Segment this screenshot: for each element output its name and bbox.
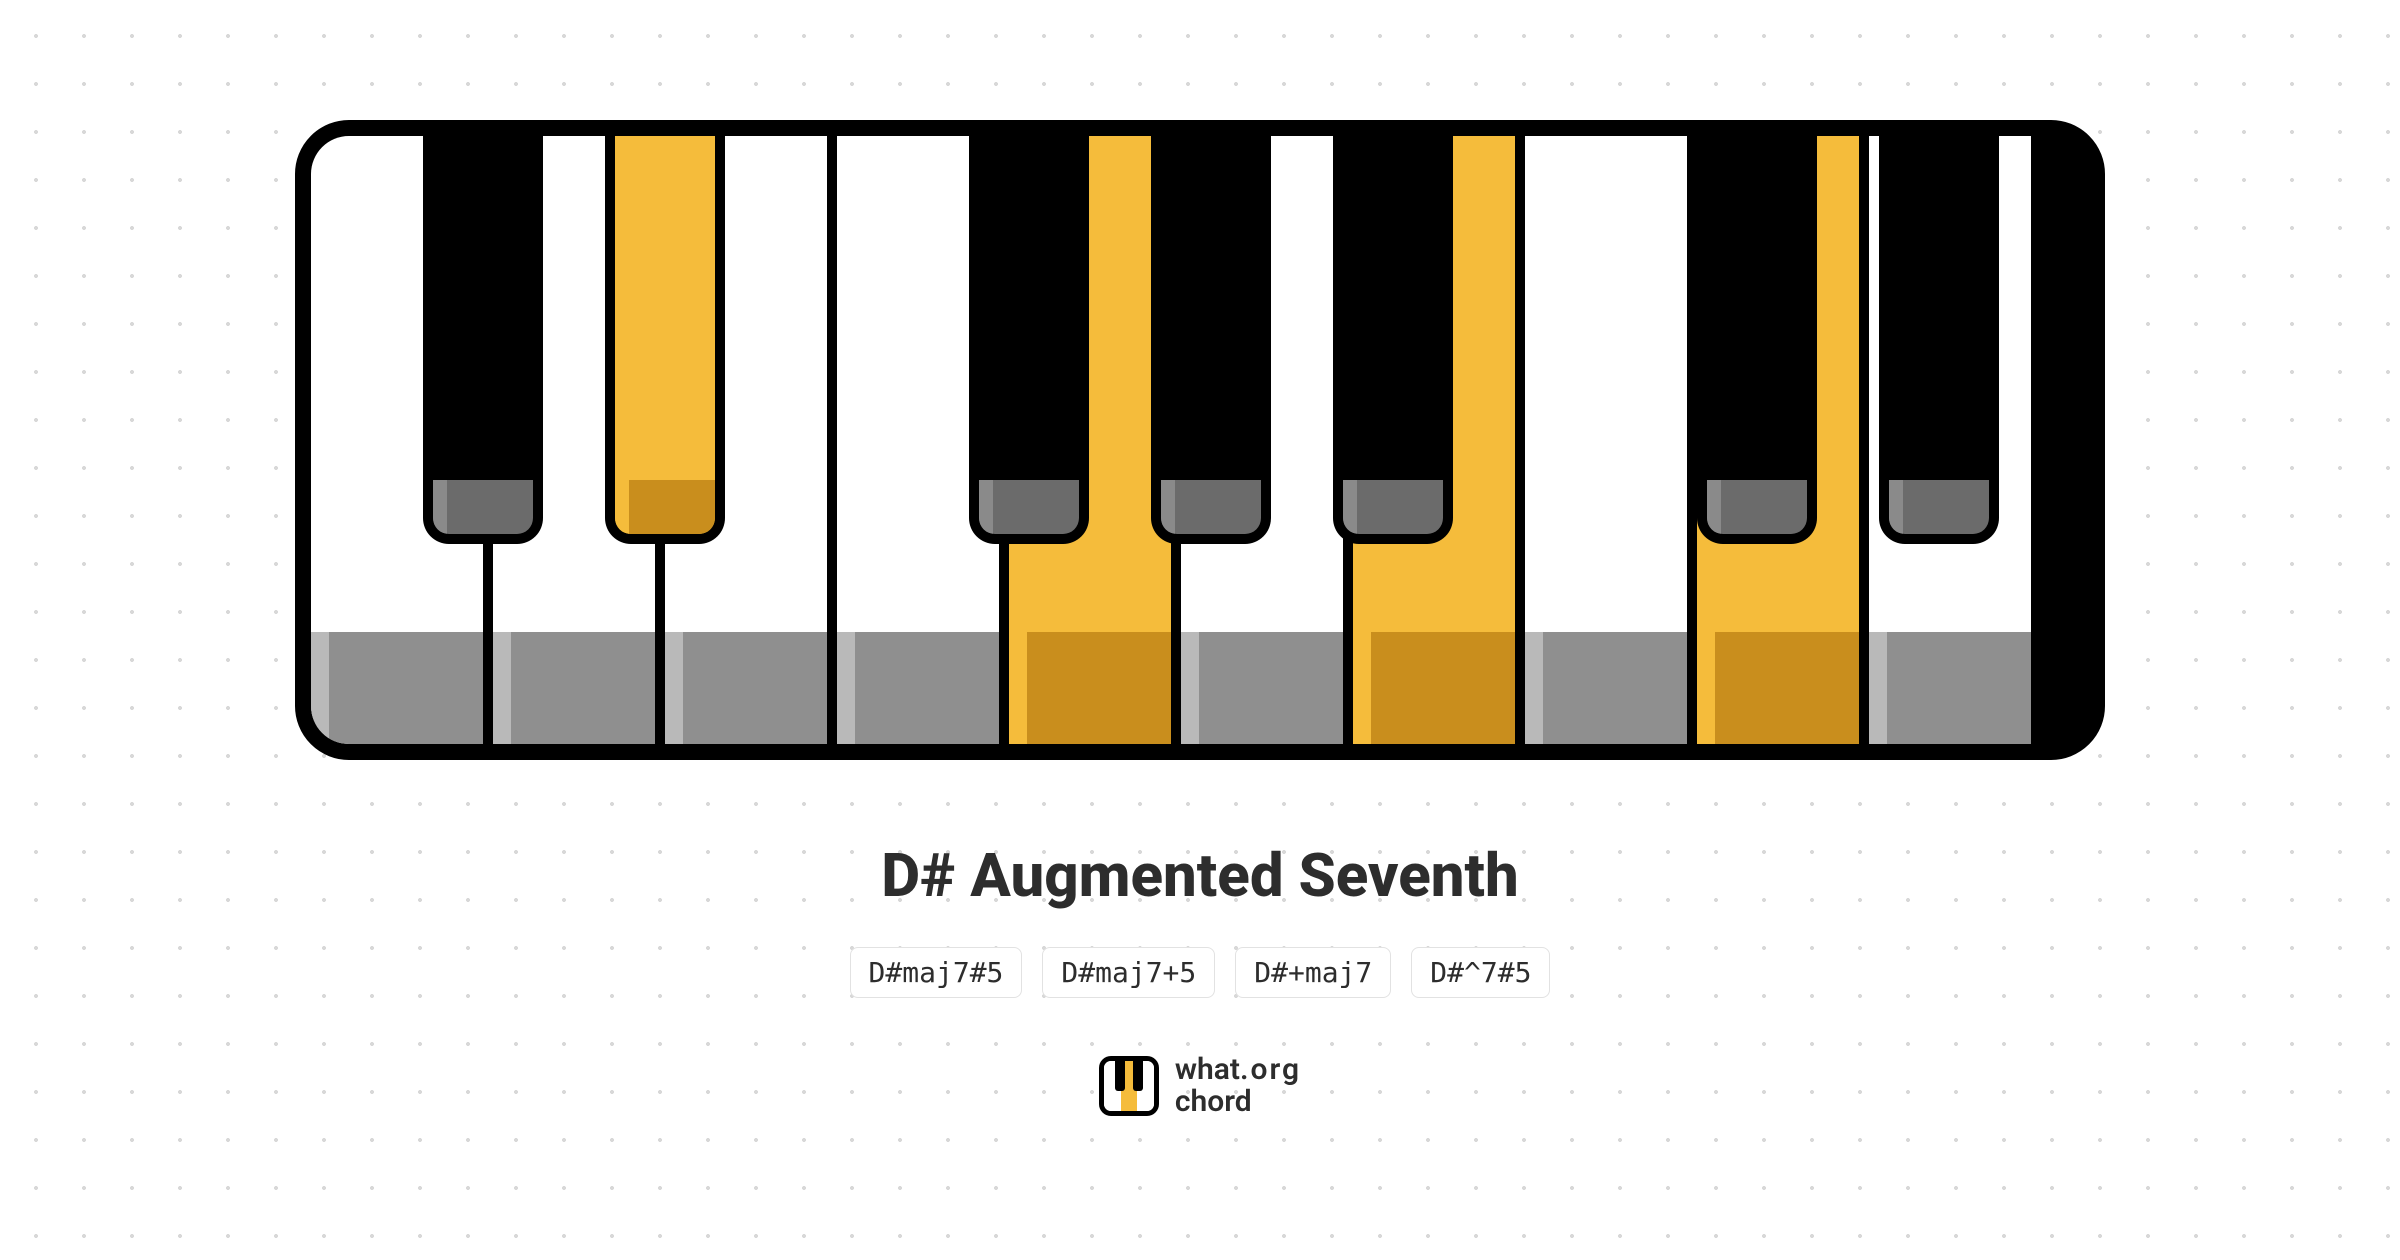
brand-line1: what [1175,1052,1240,1087]
white-key-a [1171,136,1343,744]
chord-alias: D#^7#5 [1411,947,1550,998]
white-key-d [1687,136,1859,744]
white-key-c [311,136,483,744]
brand-line2: chord [1175,1086,1301,1118]
chord-aliases: D#maj7#5 D#maj7+5 D#+maj7 D#^7#5 [850,947,1551,998]
brand-suffix: .org [1240,1052,1301,1087]
white-key-b [1343,136,1515,744]
chord-alias: D#maj7#5 [850,947,1023,998]
chord-alias: D#maj7+5 [1042,947,1215,998]
white-key-c [1515,136,1687,744]
brand-text: what.org chord [1175,1054,1301,1117]
white-key-f [827,136,999,744]
brand-icon [1099,1056,1159,1116]
white-key-g [999,136,1171,744]
white-key-e [1859,136,2031,744]
white-key-e [655,136,827,744]
chord-title: D# Augmented Seventh [881,840,1518,911]
chord-alias: D#+maj7 [1235,947,1391,998]
brand: what.org chord [1099,1054,1301,1117]
piano-diagram [295,120,2105,760]
white-key-d [483,136,655,744]
